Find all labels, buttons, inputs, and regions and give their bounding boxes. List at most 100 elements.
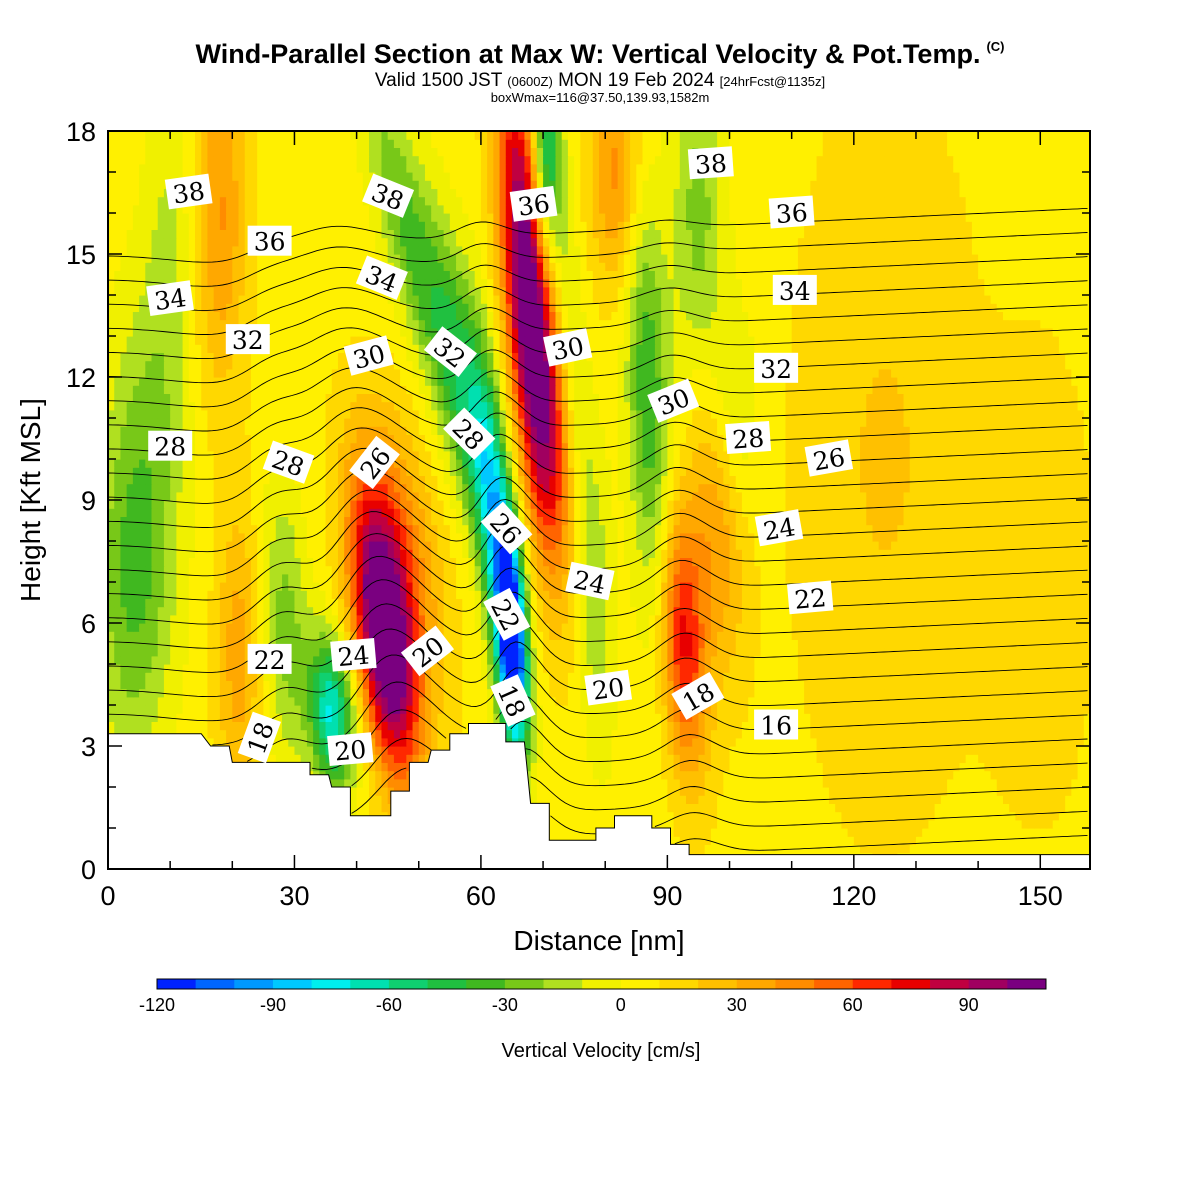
w-cell: [306, 631, 314, 640]
w-cell: [984, 631, 992, 640]
w-cell: [356, 623, 364, 632]
w-cell: [1052, 655, 1060, 665]
w-cell: [947, 828, 954, 837]
w-cell: [1015, 811, 1023, 821]
w-cell: [306, 623, 314, 632]
w-cell: [400, 770, 407, 780]
w-cell: [319, 664, 327, 673]
w-cell: [306, 614, 314, 624]
w-cell: [853, 655, 861, 665]
w-cell: [828, 614, 836, 624]
w-cell: [1040, 705, 1048, 714]
w-cell: [567, 828, 575, 837]
w-cell: [797, 721, 805, 731]
w-cell: [219, 639, 227, 649]
w-cell: [866, 754, 874, 763]
w-cell: [996, 811, 1004, 821]
w-cell: [928, 770, 936, 780]
w-cell: [704, 664, 712, 673]
w-cell: [145, 713, 153, 722]
w-cell: [1021, 680, 1029, 690]
w-cell: [996, 803, 1004, 813]
w-cell: [337, 762, 345, 772]
w-cell: [1065, 811, 1072, 821]
w-cell: [580, 623, 588, 632]
w-cell: [163, 623, 171, 632]
w-cell: [940, 623, 948, 632]
w-cell: [872, 787, 880, 796]
w-cell: [350, 623, 358, 632]
w-cell: [679, 770, 687, 780]
w-cell: [1009, 688, 1017, 698]
w-cell: [878, 819, 886, 829]
w-cell: [884, 614, 892, 624]
w-cell: [462, 623, 470, 632]
w-cell: [1052, 696, 1060, 706]
w-cell: [766, 696, 774, 706]
w-cell: [872, 705, 880, 714]
w-cell: [679, 778, 687, 788]
w-cell: [362, 614, 370, 624]
w-cell: [835, 680, 842, 690]
w-cell: [947, 614, 954, 624]
w-cell: [1046, 696, 1054, 706]
w-cell: [393, 762, 401, 772]
w-cell: [1034, 729, 1041, 739]
w-cell: [362, 795, 370, 804]
w-cell: [592, 623, 600, 632]
w-cell: [679, 631, 687, 640]
w-cell: [437, 713, 445, 722]
w-cell: [375, 606, 383, 616]
w-cell: [543, 746, 550, 755]
w-cell: [791, 614, 799, 624]
w-cell: [654, 811, 662, 821]
w-cell: [151, 647, 159, 657]
w-cell: [804, 705, 811, 714]
w-cell: [785, 803, 793, 813]
w-cell: [673, 787, 681, 796]
w-cell: [1040, 778, 1048, 788]
w-cell: [1027, 639, 1035, 649]
w-cell: [835, 664, 842, 673]
w-cell: [934, 819, 942, 829]
w-cell: [282, 746, 289, 755]
w-cell: [605, 754, 613, 763]
w-cell: [1040, 762, 1048, 772]
w-cell: [561, 754, 569, 763]
w-cell: [1034, 737, 1041, 747]
w-cell: [393, 696, 401, 706]
w-cell: [928, 795, 936, 804]
w-cell: [350, 696, 358, 706]
w-cell: [561, 639, 569, 649]
w-cell: [785, 770, 793, 780]
w-cell: [828, 623, 836, 632]
w-cell: [1058, 737, 1066, 747]
w-cell: [468, 713, 476, 722]
w-cell: [940, 614, 948, 624]
w-cell: [1052, 819, 1060, 829]
w-cell: [524, 606, 532, 616]
w-cell: [996, 754, 1004, 763]
w-cell: [673, 713, 681, 722]
w-cell: [375, 762, 383, 772]
w-cell: [692, 623, 700, 632]
w-cell: [636, 754, 644, 763]
w-cell: [947, 762, 954, 772]
w-cell: [822, 811, 830, 821]
w-cell: [549, 778, 557, 788]
w-cell: [586, 614, 594, 624]
w-cell: [785, 623, 793, 632]
w-cell: [636, 705, 644, 714]
w-cell: [1009, 811, 1017, 821]
w-cell: [816, 721, 824, 731]
w-cell: [1077, 655, 1085, 665]
w-cell: [120, 680, 128, 690]
w-cell: [1015, 639, 1023, 649]
w-cell: [126, 713, 134, 722]
w-cell: [1083, 770, 1090, 780]
w-cell: [692, 778, 700, 788]
w-cell: [978, 655, 985, 665]
w-cell: [990, 664, 998, 673]
w-cell: [207, 664, 215, 673]
